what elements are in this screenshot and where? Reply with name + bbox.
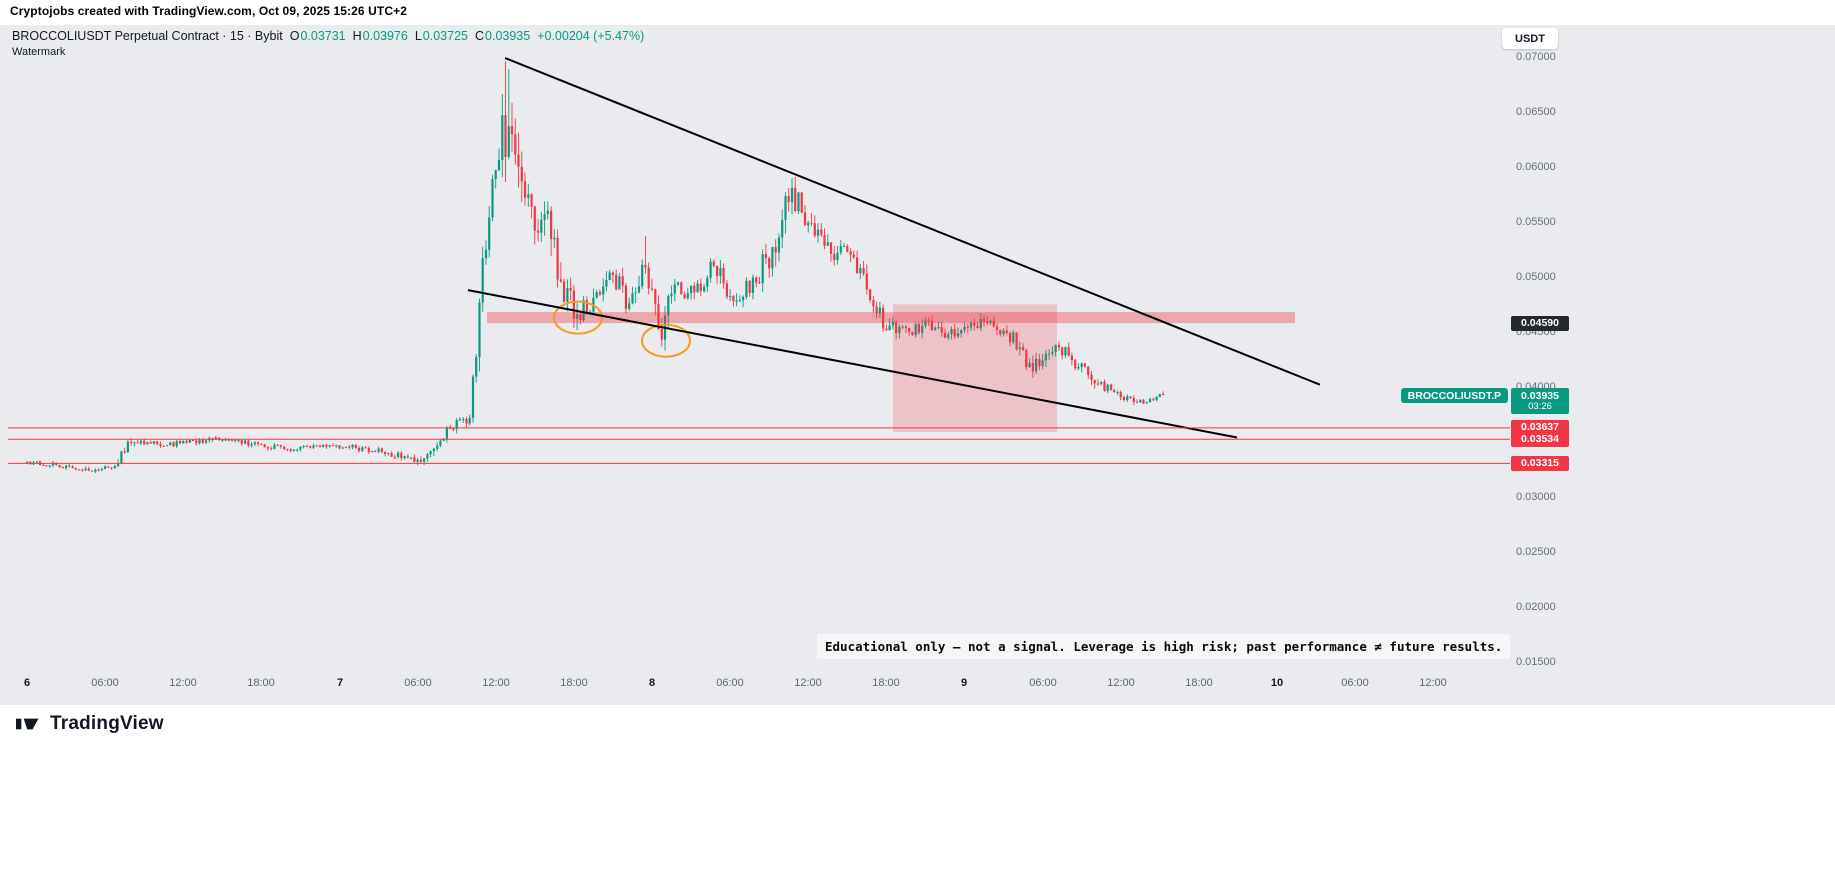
time-axis-label: 12:00 <box>1419 677 1447 689</box>
ohlc-value: 0.03725 <box>422 29 468 43</box>
candlestick-chart[interactable] <box>0 25 1835 705</box>
price-axis-label: 0.02500 <box>1516 546 1556 558</box>
time-axis-label: 9 <box>960 677 968 689</box>
time-axis-label: 12:00 <box>482 677 510 689</box>
price-scale[interactable]: 0.07000 0.06500 0.06000 0.05500 0.05000 0.045… <box>0 25 1835 705</box>
chart-legend: BROCCOLIUSDT Perpetual Contract · 15 · B… <box>12 29 644 43</box>
price-axis-label: 0.05000 <box>1516 271 1556 283</box>
time-axis-label: 06:00 <box>1029 677 1057 689</box>
time-axis-label: 06:00 <box>91 677 119 689</box>
time-axis-label: 8 <box>648 677 656 689</box>
trendline[interactable] <box>504 57 1321 386</box>
price-axis-label: 0.06500 <box>1516 106 1556 118</box>
disclaimer-note: Educational only — not a signal. Leverag… <box>817 634 1511 659</box>
level-price-badge: 0.03534 <box>1511 432 1569 447</box>
current-price-badge: 0.03935 03:26 <box>1511 388 1569 414</box>
highlight-circle[interactable] <box>553 300 603 335</box>
time-axis-label: 18:00 <box>1185 677 1213 689</box>
tradingview-logo-icon <box>16 718 39 730</box>
time-axis-label: 06:00 <box>716 677 744 689</box>
change-value: +0.00204 (+5.47%) <box>537 29 645 43</box>
band-price-badge: 0.04590 <box>1511 316 1569 331</box>
footer: TradingView <box>0 705 1835 875</box>
symbol-price-tag: BROCCOLIUSDT.P <box>1400 388 1508 403</box>
time-axis-label: 7 <box>336 677 344 689</box>
time-scale[interactable]: 6 06:00 12:00 18:00 7 06:00 12:00 18:00 8 06:00 12… <box>0 25 1835 705</box>
level-price-badge: 0.03315 <box>1511 456 1569 471</box>
ohlc-key: C <box>474 29 485 43</box>
currency-usdt-button[interactable]: USDT <box>1502 28 1558 49</box>
ohlc-key: L <box>414 29 422 43</box>
resistance-band[interactable] <box>487 312 1295 324</box>
price-axis-label: 0.02000 <box>1516 601 1556 613</box>
time-axis-label: 18:00 <box>872 677 900 689</box>
highlight-circle[interactable] <box>641 323 691 358</box>
current-price-value: 0.03935 <box>1521 389 1559 402</box>
watermark-label: Watermark <box>12 46 66 58</box>
ohlc-value: 0.03976 <box>362 29 408 43</box>
price-axis-label: 0.05500 <box>1516 216 1556 228</box>
time-axis-label: 06:00 <box>404 677 432 689</box>
snapshot-header-text: Cryptojobs created with TradingView.com,… <box>10 4 407 18</box>
price-axis-label: 0.03000 <box>1516 491 1556 503</box>
ohlc-key: H <box>352 29 362 43</box>
time-axis-label: 12:00 <box>169 677 197 689</box>
price-axis-label: 0.06000 <box>1516 161 1556 173</box>
level-price-badge: 0.03637 <box>1511 420 1569 435</box>
ohlc-key: O <box>289 29 300 43</box>
trendline[interactable] <box>467 289 1238 439</box>
time-axis-label: 12:00 <box>1107 677 1135 689</box>
ohlc-values: O0.03731 H0.03976 L0.03725 C0.03935 +0.00204… <box>283 29 645 43</box>
chart-area[interactable]: BROCCOLIUSDT Perpetual Contract · 15 · B… <box>0 25 1835 705</box>
snapshot-header: Cryptojobs created with TradingView.com,… <box>0 0 1835 25</box>
tradingview-wordmark: TradingView <box>50 713 164 734</box>
price-axis-label: 0.01500 <box>1516 656 1556 668</box>
time-axis-label: 18:00 <box>560 677 588 689</box>
tradingview-brand[interactable]: TradingView <box>16 711 164 737</box>
symbol-title: BROCCOLIUSDT Perpetual Contract · 15 · B… <box>12 29 283 43</box>
bar-countdown: 03:26 <box>1528 401 1552 412</box>
price-axis-label: 0.07000 <box>1516 51 1556 63</box>
ohlc-value: 0.03935 <box>485 29 531 43</box>
time-axis-label: 6 <box>23 677 31 689</box>
ohlc-value: 0.03731 <box>300 29 346 43</box>
candles-layer <box>25 61 1165 473</box>
time-axis-label: 10 <box>1270 677 1284 689</box>
time-axis-label: 12:00 <box>794 677 822 689</box>
time-axis-label: 06:00 <box>1341 677 1369 689</box>
time-axis-label: 18:00 <box>247 677 275 689</box>
highlight-zone[interactable] <box>893 304 1057 432</box>
